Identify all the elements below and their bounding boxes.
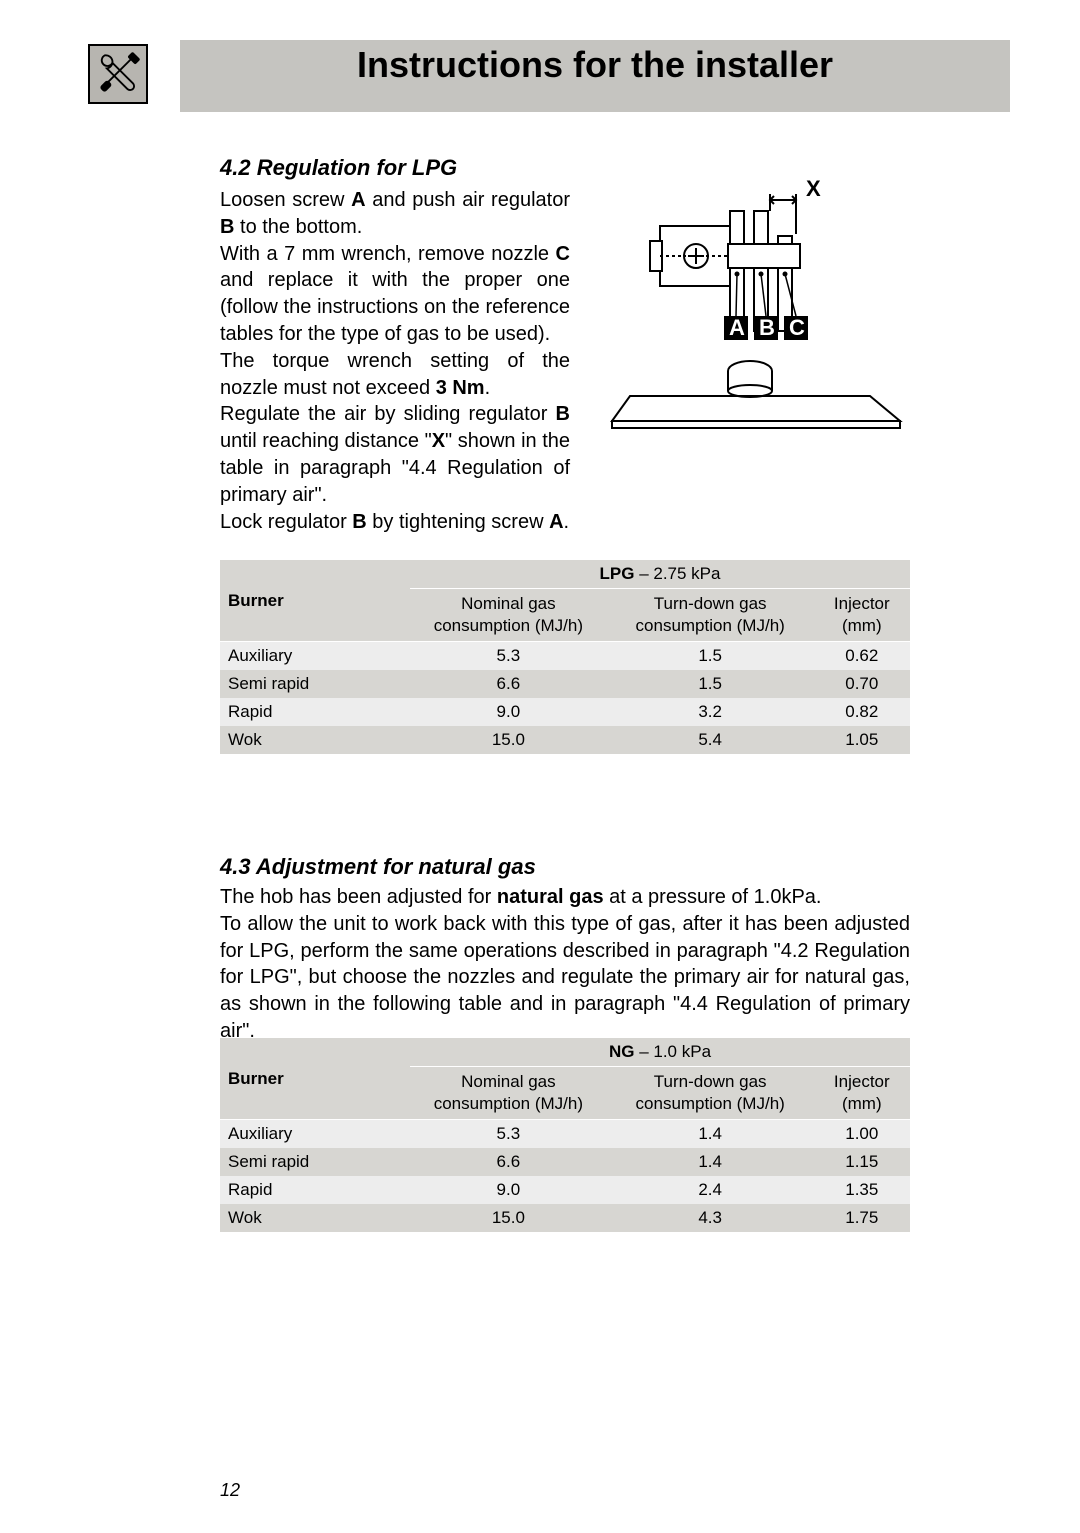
table-row: Semi rapid 6.6 1.5 0.70 bbox=[220, 670, 910, 698]
lpg-row2-inj: 0.82 bbox=[814, 698, 910, 726]
table-row: Rapid 9.0 2.4 1.35 bbox=[220, 1176, 910, 1204]
lpg-row3-nom: 15.0 bbox=[410, 726, 607, 754]
lpg-row2-td: 3.2 bbox=[607, 698, 814, 726]
lpg-row1-td: 1.5 bbox=[607, 670, 814, 698]
ng-gas-header-bold: NG bbox=[609, 1042, 635, 1061]
diagram-label-A: A bbox=[729, 315, 745, 340]
ng-row0-name: Auxiliary bbox=[220, 1120, 410, 1149]
p43-bold-ng: natural gas bbox=[497, 886, 604, 908]
ng-row3-inj: 1.75 bbox=[814, 1204, 910, 1232]
p5-bold-A: A bbox=[549, 511, 563, 533]
p3-b: . bbox=[485, 377, 491, 399]
tools-icon bbox=[88, 44, 148, 104]
lpg-row1-inj: 0.70 bbox=[814, 670, 910, 698]
ng-row2-nom: 9.0 bbox=[410, 1176, 607, 1204]
section-4-2: 4.2 Regulation for LPG Loosen screw A an… bbox=[220, 155, 570, 535]
p2-bold-C: C bbox=[556, 243, 570, 265]
ng-gas-header: NG – 1.0 kPa bbox=[410, 1038, 910, 1067]
table-row: Auxiliary 5.3 1.4 1.00 bbox=[220, 1120, 910, 1149]
lpg-row1-name: Semi rapid bbox=[220, 670, 410, 698]
p5-c: . bbox=[564, 511, 570, 533]
table-row: Wok 15.0 4.3 1.75 bbox=[220, 1204, 910, 1232]
ng-row0-inj: 1.00 bbox=[814, 1120, 910, 1149]
ng-gas-header-rest: – 1.0 kPa bbox=[634, 1042, 711, 1061]
lpg-row3-td: 5.4 bbox=[607, 726, 814, 754]
p4-a: Regulate the air by sliding regulator bbox=[220, 403, 556, 425]
p1-c: to the bottom. bbox=[234, 216, 362, 238]
ng-row3-nom: 15.0 bbox=[410, 1204, 607, 1232]
ng-row2-name: Rapid bbox=[220, 1176, 410, 1204]
p3-a: The torque wrench setting of the nozzle … bbox=[220, 350, 570, 399]
table-row: Auxiliary 5.3 1.5 0.62 bbox=[220, 642, 910, 671]
section-4-3-heading: 4.3 Adjustment for natural gas bbox=[220, 854, 910, 880]
p43-2: To allow the unit to work back with this… bbox=[220, 913, 910, 1042]
ng-row1-name: Semi rapid bbox=[220, 1148, 410, 1176]
p4-bold-B: B bbox=[556, 403, 570, 425]
ng-col-nominal: Nominal gas consumption (MJ/h) bbox=[410, 1067, 607, 1120]
p3-bold-3nm: 3 Nm bbox=[436, 377, 485, 399]
p1-b: and push air regulator bbox=[366, 189, 570, 211]
p5-bold-B: B bbox=[352, 511, 366, 533]
table-row: Wok 15.0 5.4 1.05 bbox=[220, 726, 910, 754]
section-4-2-heading: 4.2 Regulation for LPG bbox=[220, 155, 570, 181]
lpg-row0-inj: 0.62 bbox=[814, 642, 910, 671]
lpg-table: Burner LPG – 2.75 kPa Nominal gas consum… bbox=[220, 560, 910, 754]
lpg-gas-header: LPG – 2.75 kPa bbox=[410, 560, 910, 589]
burner-diagram: X A B C bbox=[610, 166, 910, 436]
p5-b: by tightening screw bbox=[367, 511, 549, 533]
page-title: Instructions for the installer bbox=[180, 44, 1010, 86]
lpg-col-nominal: Nominal gas consumption (MJ/h) bbox=[410, 589, 607, 642]
ng-row3-name: Wok bbox=[220, 1204, 410, 1232]
lpg-col-turndown: Turn-down gas consumption (MJ/h) bbox=[607, 589, 814, 642]
ng-burner-header: Burner bbox=[220, 1038, 410, 1120]
section-4-2-body: Loosen screw A and push air regulator B … bbox=[220, 187, 570, 535]
p1-bold-B: B bbox=[220, 216, 234, 238]
lpg-row1-nom: 6.6 bbox=[410, 670, 607, 698]
p4-b: until reaching distance " bbox=[220, 430, 432, 452]
ng-col-turndown: Turn-down gas consumption (MJ/h) bbox=[607, 1067, 814, 1120]
lpg-row0-nom: 5.3 bbox=[410, 642, 607, 671]
p2-b: and replace it with the proper one (foll… bbox=[220, 269, 570, 345]
lpg-row0-name: Auxiliary bbox=[220, 642, 410, 671]
lpg-col-injector: Injector (mm) bbox=[814, 589, 910, 642]
lpg-row2-name: Rapid bbox=[220, 698, 410, 726]
diagram-label-X: X bbox=[806, 176, 821, 201]
section-4-3-body: The hob has been adjusted for natural ga… bbox=[220, 884, 910, 1045]
ng-col-injector: Injector (mm) bbox=[814, 1067, 910, 1120]
diagram-label-C: C bbox=[789, 315, 805, 340]
p4-bold-X: X bbox=[432, 430, 445, 452]
ng-table: Burner NG – 1.0 kPa Nominal gas consumpt… bbox=[220, 1038, 910, 1232]
lpg-row0-td: 1.5 bbox=[607, 642, 814, 671]
ng-row2-td: 2.4 bbox=[607, 1176, 814, 1204]
diagram-label-B: B bbox=[759, 315, 775, 340]
ng-row1-td: 1.4 bbox=[607, 1148, 814, 1176]
ng-row3-td: 4.3 bbox=[607, 1204, 814, 1232]
page-number: 12 bbox=[220, 1480, 240, 1501]
ng-row1-inj: 1.15 bbox=[814, 1148, 910, 1176]
lpg-burner-header: Burner bbox=[220, 560, 410, 642]
ng-row2-inj: 1.35 bbox=[814, 1176, 910, 1204]
lpg-gas-header-bold: LPG bbox=[600, 564, 635, 583]
p5-a: Lock regulator bbox=[220, 511, 352, 533]
lpg-row3-inj: 1.05 bbox=[814, 726, 910, 754]
ng-row0-td: 1.4 bbox=[607, 1120, 814, 1149]
ng-row1-nom: 6.6 bbox=[410, 1148, 607, 1176]
lpg-row3-name: Wok bbox=[220, 726, 410, 754]
table-row: Semi rapid 6.6 1.4 1.15 bbox=[220, 1148, 910, 1176]
p1-bold-A: A bbox=[351, 189, 365, 211]
p2-a: With a 7 mm wrench, remove nozzle bbox=[220, 243, 556, 265]
lpg-row2-nom: 9.0 bbox=[410, 698, 607, 726]
table-row: Rapid 9.0 3.2 0.82 bbox=[220, 698, 910, 726]
section-4-3: 4.3 Adjustment for natural gas The hob h… bbox=[220, 854, 910, 1045]
p43-1b: at a pressure of 1.0kPa. bbox=[604, 886, 822, 908]
p43-1a: The hob has been adjusted for bbox=[220, 886, 497, 908]
p1-a: Loosen screw bbox=[220, 189, 351, 211]
ng-row0-nom: 5.3 bbox=[410, 1120, 607, 1149]
lpg-gas-header-rest: – 2.75 kPa bbox=[634, 564, 720, 583]
